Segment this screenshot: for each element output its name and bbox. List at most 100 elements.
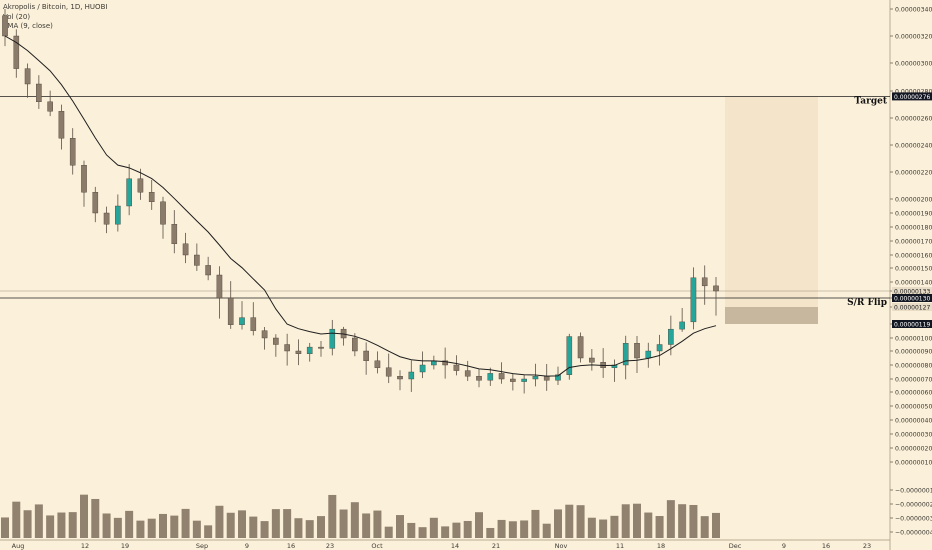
y-tick-label: 0.00000280 bbox=[895, 89, 932, 96]
volume-bar bbox=[587, 517, 596, 538]
chart-legend: Akropolis / Bitcoin, 1D, HUOBI Vol (20) … bbox=[3, 3, 107, 32]
stop-price-tag-bg bbox=[892, 320, 932, 328]
candle-body bbox=[137, 178, 144, 193]
y-tick-label: 0.00000140 bbox=[895, 280, 932, 287]
candle-body bbox=[284, 344, 290, 352]
y-tick-label: 0.00000060 bbox=[895, 390, 932, 397]
volume-bar bbox=[418, 527, 427, 538]
volume-bar bbox=[46, 515, 55, 538]
x-tick-label: Oct bbox=[371, 542, 383, 550]
x-tick-label: 18 bbox=[657, 542, 665, 550]
candle-body bbox=[701, 277, 708, 287]
candle-body bbox=[498, 373, 505, 380]
candle-body bbox=[363, 350, 369, 362]
volume-bar bbox=[80, 494, 88, 538]
candle-body bbox=[227, 297, 234, 325]
y-tick-label: 0.00000150 bbox=[895, 266, 932, 273]
volume-bar bbox=[339, 509, 348, 538]
volume-bar bbox=[204, 525, 213, 538]
volume-bar bbox=[12, 501, 21, 538]
candle-body bbox=[194, 254, 200, 266]
candle-body bbox=[476, 376, 482, 381]
volume-bar bbox=[249, 516, 258, 538]
x-tick-label: 21 bbox=[492, 542, 500, 550]
y-tick-label: 0.00000070 bbox=[895, 377, 932, 384]
volume-bar bbox=[700, 516, 709, 538]
volume-bar bbox=[565, 504, 574, 538]
y-tick-label: 0.00000320 bbox=[895, 34, 932, 41]
volume-bar bbox=[192, 520, 201, 538]
x-tick-label: 23 bbox=[863, 542, 871, 550]
candle-body bbox=[115, 205, 121, 225]
candle-body bbox=[589, 357, 595, 363]
candle-body bbox=[543, 376, 550, 381]
volume-bar bbox=[463, 520, 472, 538]
volume-indicator-label[interactable]: Vol (20) bbox=[3, 12, 31, 21]
candle-body bbox=[329, 328, 336, 349]
volume-bar bbox=[68, 512, 77, 538]
volume-bar bbox=[362, 513, 371, 538]
volume-bar bbox=[655, 516, 664, 538]
x-tick-label: Nov bbox=[555, 542, 568, 550]
volume-bar bbox=[689, 504, 698, 538]
candle-body bbox=[24, 68, 31, 85]
candle-body bbox=[408, 371, 415, 380]
candle-body bbox=[397, 376, 403, 380]
target-price-tag: 0.00000276 bbox=[894, 94, 930, 101]
volume-bar bbox=[508, 521, 517, 538]
x-tick-label: 23 bbox=[326, 542, 334, 550]
y-tick-label: −0.00000040 bbox=[895, 530, 932, 537]
y-tick-label: 0.00000240 bbox=[895, 143, 932, 150]
candle-body bbox=[171, 223, 178, 244]
volume-bar bbox=[34, 504, 43, 538]
ema-indicator-label[interactable]: EMA (9, close) bbox=[3, 22, 53, 30]
y-tick-label: 0.00000200 bbox=[895, 197, 932, 204]
y-tick-label: 0.00000190 bbox=[895, 211, 932, 218]
volume-bar bbox=[159, 513, 167, 538]
volume-bar bbox=[712, 512, 720, 538]
volume-bar bbox=[396, 515, 404, 538]
candle-body bbox=[532, 376, 539, 380]
candle-body bbox=[566, 336, 573, 375]
volume-bar bbox=[147, 518, 156, 538]
volume-bar bbox=[373, 510, 382, 538]
target-price-tag-bg bbox=[892, 92, 932, 101]
volume-bar bbox=[23, 510, 32, 538]
candle-body bbox=[306, 346, 313, 355]
x-tick-label: 19 bbox=[121, 542, 129, 550]
candle-body bbox=[656, 344, 663, 352]
y-tick-label: 0.00000340 bbox=[895, 7, 932, 14]
volume-bar bbox=[91, 498, 100, 538]
y-tick-label: −0.00000020 bbox=[895, 502, 932, 509]
y-tick-label: 0.00000090 bbox=[895, 349, 932, 356]
volume-bar bbox=[305, 520, 314, 538]
volume-bar bbox=[215, 505, 224, 538]
candle-body bbox=[690, 277, 697, 323]
symbol-title[interactable]: Akropolis / Bitcoin, 1D, HUOBI bbox=[3, 3, 108, 11]
candle-body bbox=[2, 15, 8, 37]
volume-bar bbox=[350, 502, 359, 538]
sr-flip-label: S/R Flip bbox=[847, 298, 887, 308]
volume-bar bbox=[136, 520, 145, 538]
y-tick-label: 0.00000040 bbox=[895, 418, 932, 425]
candle-body bbox=[13, 35, 20, 69]
candle-body bbox=[273, 337, 279, 345]
sr-flip-price-tag-bg bbox=[892, 294, 932, 302]
volume-bar bbox=[452, 522, 461, 538]
volume-bar bbox=[520, 520, 529, 538]
candle-body bbox=[261, 330, 268, 339]
volume-bar bbox=[407, 522, 416, 538]
volume-bar bbox=[475, 512, 483, 538]
candle-body bbox=[160, 201, 166, 225]
candle-body bbox=[374, 360, 381, 368]
entry-price-tag-bg bbox=[892, 303, 932, 311]
candle-body bbox=[577, 336, 584, 359]
target-zone bbox=[725, 96, 818, 308]
volume-bar bbox=[170, 515, 179, 538]
x-tick-label: 12 bbox=[81, 542, 89, 550]
candle-body bbox=[69, 138, 76, 166]
candle-body bbox=[103, 212, 110, 225]
volume-bar bbox=[1, 517, 9, 538]
y-tick-label: 0.00000080 bbox=[895, 363, 932, 370]
